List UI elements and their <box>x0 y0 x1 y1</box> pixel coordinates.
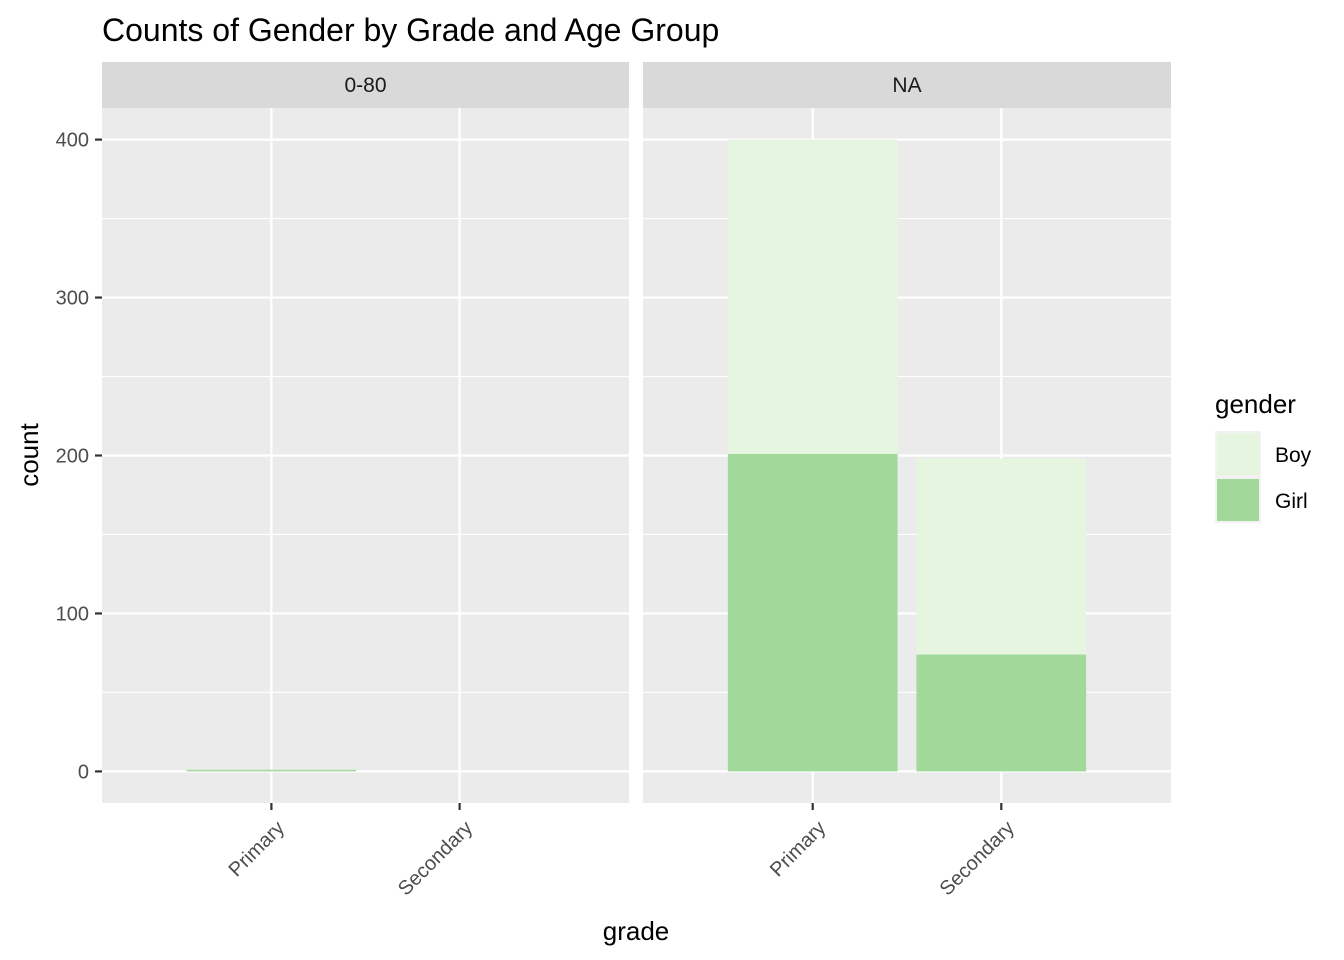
x-tick-label: Primary <box>766 817 830 881</box>
y-tick-label: 100 <box>56 603 89 625</box>
bar-girl-primary <box>727 453 898 772</box>
bar-boy-secondary <box>916 458 1087 655</box>
bar-girl-secondary <box>916 654 1087 772</box>
x-tick-label: Secondary <box>394 817 477 900</box>
facet-strip-label: 0-80 <box>344 74 386 97</box>
y-axis-title: count <box>14 422 44 486</box>
legend-swatch-boy <box>1217 433 1259 475</box>
facet-panel-1: 0-80 Primary Secondary <box>102 62 629 900</box>
legend-swatch-girl <box>1217 479 1259 521</box>
legend-title: gender <box>1215 389 1296 419</box>
bar-girl-primary <box>186 769 357 772</box>
x-tick-label: Secondary <box>936 817 1019 900</box>
chart-title: Counts of Gender by Grade and Age Group <box>102 12 719 48</box>
facet-strip-label: NA <box>892 74 921 97</box>
y-axis: 0 100 200 300 400 <box>56 130 102 783</box>
y-tick-label: 0 <box>78 761 89 783</box>
facet-strip <box>102 62 629 108</box>
y-tick-label: 300 <box>56 288 89 310</box>
y-tick-label: 400 <box>56 130 89 152</box>
x-axis-title: grade <box>603 916 670 946</box>
facet-panels: 0-80 Primary Secondary NA Primary Secondary <box>102 62 1171 900</box>
x-tick-label: Primary <box>225 817 289 881</box>
legend-label-girl: Girl <box>1275 490 1308 513</box>
bar-boy-primary <box>727 139 898 454</box>
legend: gender Boy Girl <box>1215 389 1312 523</box>
y-tick-label: 200 <box>56 446 89 468</box>
legend-label-boy: Boy <box>1275 444 1312 467</box>
facet-strip <box>643 62 1171 108</box>
facet-panel-2: NA Primary Secondary <box>643 62 1171 900</box>
